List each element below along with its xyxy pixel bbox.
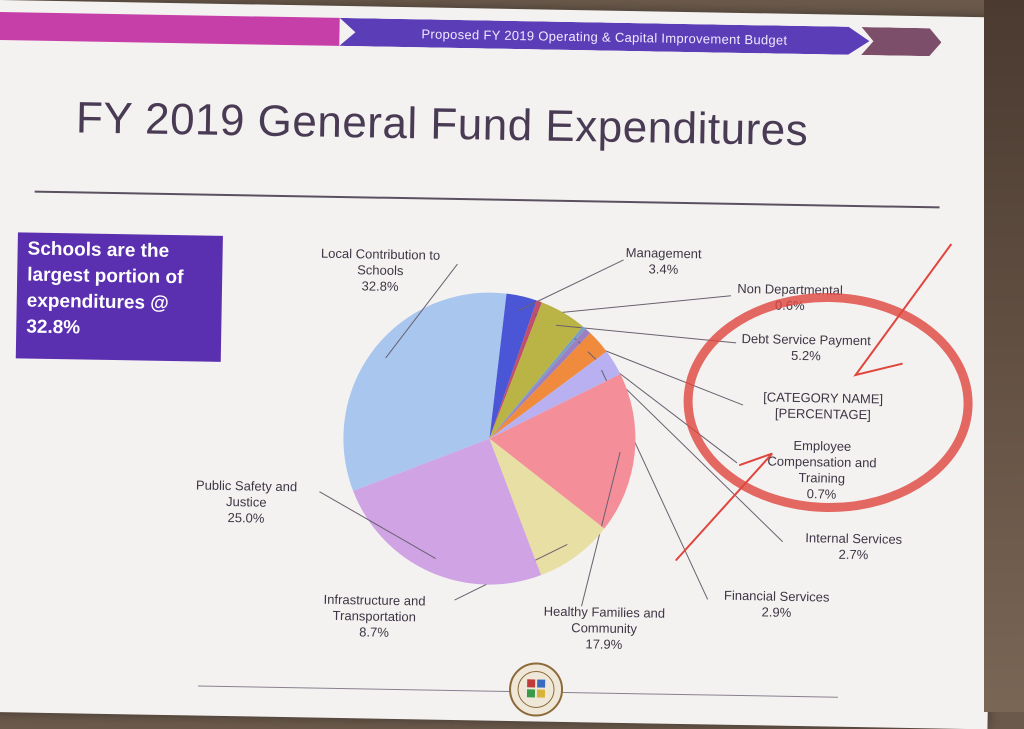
leader-line-4 xyxy=(555,324,737,344)
pie-slice-7 xyxy=(489,333,607,439)
pie-slice-3 xyxy=(489,300,542,439)
slice-label-8: Financial Services2.9% xyxy=(724,588,831,621)
slice-label-7: Internal Services2.7% xyxy=(805,530,903,563)
leader-line-3 xyxy=(534,295,731,316)
leader-line-2 xyxy=(518,259,624,311)
slice-label-4: Debt Service Payment5.2% xyxy=(741,331,871,364)
pie-slice-11 xyxy=(353,438,542,585)
city-seal-icon xyxy=(509,662,564,717)
annotation-arrow-1 xyxy=(853,243,952,377)
slice-label-9: Healthy Families andCommunity17.9% xyxy=(543,604,665,653)
slice-label-1: Local Contribution toSchools32.8% xyxy=(320,246,440,295)
pie-slice-8 xyxy=(489,351,621,439)
slice-label-11: Public Safety andJustice25.0% xyxy=(195,477,297,526)
leader-line-1 xyxy=(385,263,458,359)
pie-slice-6 xyxy=(489,328,591,439)
annotation-arrow-2 xyxy=(675,452,773,561)
annotation-circle xyxy=(683,293,973,513)
pie-slice-4 xyxy=(489,302,583,439)
pie-slice-1 xyxy=(343,292,507,491)
slice-label-10: Infrastructure andTransportation8.7% xyxy=(323,592,426,641)
leader-line-11 xyxy=(319,491,436,559)
pie-slice-5 xyxy=(489,326,586,439)
slide: Proposed FY 2019 Operating & Capital Imp… xyxy=(0,0,1000,729)
pie-slice-2 xyxy=(489,293,537,439)
slice-label-2: Management3.4% xyxy=(625,245,702,277)
background-edge xyxy=(984,0,1024,712)
slice-label-5: [CATEGORY NAME][PERCENTAGE] xyxy=(763,389,883,422)
pie-chart: Local Contribution toSchools32.8% Managem… xyxy=(195,243,973,653)
pie-slice-9 xyxy=(489,374,636,529)
pie-slice-10 xyxy=(489,438,605,576)
slice-label-6: EmployeeCompensation andTraining0.7% xyxy=(767,437,877,502)
